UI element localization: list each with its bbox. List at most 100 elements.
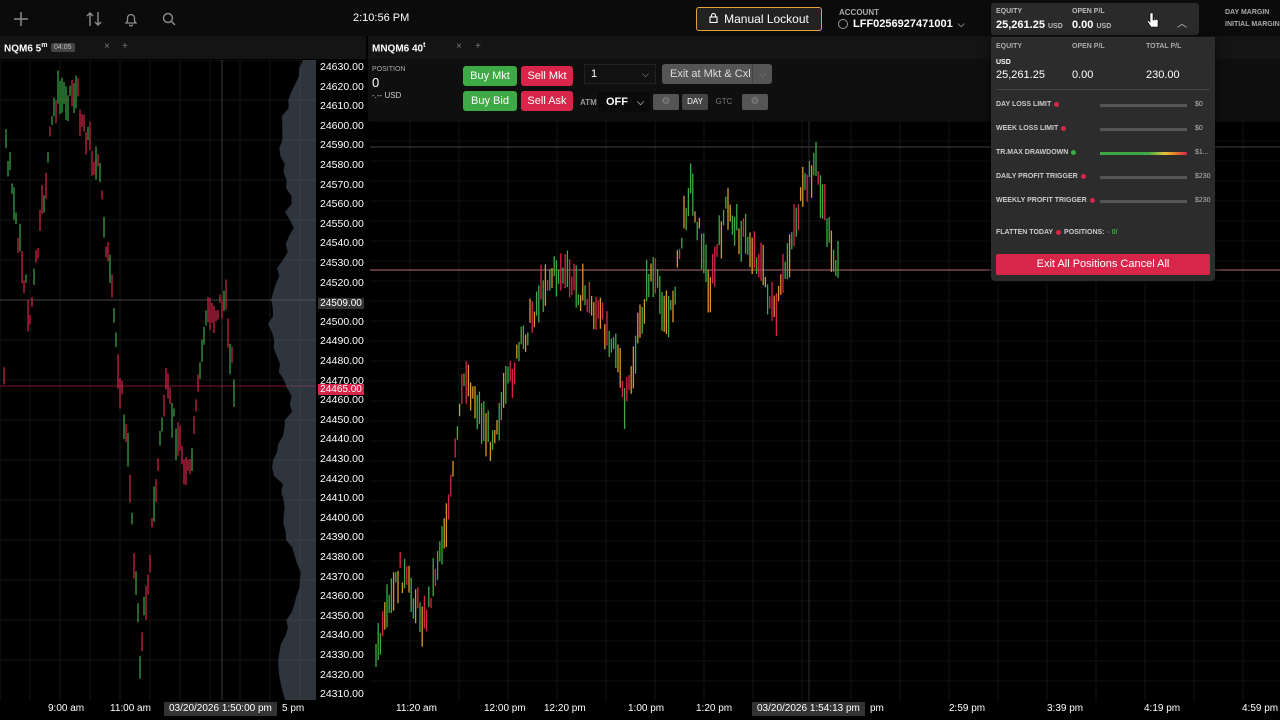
left-chart-title[interactable]: NQM6 5m xyxy=(4,42,48,55)
time-tick-label: pm xyxy=(870,703,884,714)
bell-icon[interactable] xyxy=(120,8,142,30)
status-dot xyxy=(1061,126,1067,131)
price-tick-label: 24550.00 xyxy=(320,217,364,230)
left-price-chart[interactable] xyxy=(0,60,366,700)
crosshair-time-label: 03/20/2026 1:50:00 pm xyxy=(164,702,277,716)
clock: 2:10:56 PM xyxy=(353,12,410,24)
chevron-up-icon: ︿ xyxy=(1177,19,1187,30)
sell-market-button[interactable]: Sell Mkt xyxy=(521,66,573,86)
initial-margin-label: INITIAL MARGIN xyxy=(1225,21,1280,28)
price-tick-label: 24440.00 xyxy=(320,433,364,446)
buy-market-button[interactable]: Buy Mkt xyxy=(463,66,517,86)
plus-icon[interactable] xyxy=(10,8,32,30)
exit-all-positions-button[interactable]: Exit All Positions Cancel All xyxy=(996,254,1210,275)
price-tick-label: 24450.00 xyxy=(320,413,364,426)
margin-labels: DAY MARGIN INITIAL MARGIN xyxy=(1225,7,1280,31)
dd-total-label: TOTAL P/L xyxy=(1146,43,1182,50)
price-tick-label: 24380.00 xyxy=(320,551,364,563)
price-tick-label: 24330.00 xyxy=(320,649,364,661)
price-tick-label: 24590.00 xyxy=(320,139,364,152)
risk-row-amount: $1... xyxy=(1195,149,1209,156)
add-tab-icon[interactable]: + xyxy=(475,41,481,52)
chevron-down-icon: ⌵ xyxy=(957,18,965,29)
dd-openpl-label: OPEN P/L xyxy=(1072,43,1105,50)
account-selector[interactable]: LFF0256927471001 ⌵ xyxy=(838,18,965,30)
lock-icon xyxy=(709,12,718,26)
time-tick-label: 1:00 pm xyxy=(628,703,665,714)
risk-row-bar xyxy=(1100,152,1187,155)
position-usd: -.-- USD xyxy=(372,91,402,100)
price-tick-label: 24370.00 xyxy=(320,570,364,583)
price-tick-label: 24460.00 xyxy=(320,394,364,407)
close-tab-icon[interactable]: × xyxy=(104,41,110,52)
cursor-icon xyxy=(1146,12,1159,28)
price-tick-label: 24310.00 xyxy=(320,688,364,701)
positions-value: - 0/ xyxy=(1107,229,1118,236)
risk-row-label: WEEKLY PROFIT TRIGGER xyxy=(996,197,1095,204)
status-dot xyxy=(1056,230,1062,235)
top-bar: 2:10:56 PM Manual Lockout ACCOUNT LFF025… xyxy=(0,0,1280,36)
price-tick-label: 24630.00 xyxy=(320,61,364,73)
risk-row-bar xyxy=(1100,200,1187,203)
account-status-icon xyxy=(838,19,848,29)
account-id: LFF0256927471001 xyxy=(853,18,953,30)
time-tick-label: 4:19 pm xyxy=(1144,703,1181,714)
risk-row-amount: $230 xyxy=(1195,173,1211,180)
add-tab-icon[interactable]: + xyxy=(122,41,128,52)
day-margin-label: DAY MARGIN xyxy=(1225,9,1270,16)
open-pl-label: OPEN P/L xyxy=(1072,8,1105,15)
account-dropdown-panel: EQUITY OPEN P/L TOTAL P/L USD 25,261.25 … xyxy=(991,37,1215,281)
flatten-today-label: FLATTEN TODAY xyxy=(996,229,1054,236)
price-tick-label: 24580.00 xyxy=(320,159,364,171)
price-tick-label: 24420.00 xyxy=(320,472,364,485)
last-price-label: 24465.00 xyxy=(318,384,364,396)
gear-icon[interactable]: ⚙ xyxy=(742,94,768,110)
price-tick-label: 24320.00 xyxy=(320,668,364,681)
atm-select[interactable]: OFF ⌵ xyxy=(598,92,650,112)
buy-bid-button[interactable]: Buy Bid xyxy=(463,91,517,111)
position-label: POSITION xyxy=(372,66,406,73)
risk-row-bar xyxy=(1100,104,1187,107)
risk-row-label: TR.MAX DRAWDOWN xyxy=(996,149,1077,156)
right-chart-title[interactable]: MNQM6 40t xyxy=(372,42,426,55)
dd-equity-value: 25,261.25 xyxy=(996,69,1045,81)
atm-label: ATM xyxy=(580,98,597,107)
price-tick-label: 24620.00 xyxy=(320,80,364,93)
time-tick-label: 12:20 pm xyxy=(544,703,586,714)
open-pl-value: 0.00 USD xyxy=(1072,19,1112,31)
price-tick-label: 24610.00 xyxy=(320,100,364,113)
risk-row-amount: $0 xyxy=(1195,101,1203,108)
price-tick-label: 24360.00 xyxy=(320,590,364,603)
price-tick-label: 24570.00 xyxy=(320,178,364,191)
time-tick-label: 3:39 pm xyxy=(1047,703,1084,714)
manual-lockout-button[interactable]: Manual Lockout xyxy=(696,7,822,31)
tif-day-button[interactable]: DAY xyxy=(682,94,708,110)
dd-openpl-value: 0.00 xyxy=(1072,69,1094,81)
exit-at-market-cancel-button[interactable]: Exit at Mkt & Cxl ⌵ xyxy=(662,64,772,84)
equity-summary-button[interactable]: EQUITY OPEN P/L 25,261.25 USD 0.00 USD ︿ xyxy=(991,3,1199,35)
price-tick-label: 24470.00 xyxy=(320,374,364,387)
price-tick-label: 24390.00 xyxy=(320,531,364,544)
price-tick-label: 24400.00 xyxy=(320,511,364,524)
risk-row-amount: $230 xyxy=(1195,197,1211,204)
sell-ask-button[interactable]: Sell Ask xyxy=(521,91,573,111)
positions-label: POSITIONS: xyxy=(1064,229,1105,236)
time-tick-label: 2:59 pm xyxy=(949,703,986,714)
chevron-down-icon[interactable]: ⌵ xyxy=(752,64,772,84)
time-tick-label: 5 pm xyxy=(282,703,305,714)
dd-equity-label: EQUITY xyxy=(996,43,1023,50)
transfer-icon[interactable] xyxy=(83,8,105,30)
gear-icon[interactable]: ⚙ xyxy=(653,94,679,110)
account-label: ACCOUNT xyxy=(839,8,879,17)
crosshair-time-label: 03/20/2026 1:54:13 pm xyxy=(752,702,865,716)
tif-gtc-button[interactable]: GTC xyxy=(715,97,733,106)
flatten-today-row: FLATTEN TODAY POSITIONS: - 0/ xyxy=(996,229,1118,236)
price-tick-label: 24540.00 xyxy=(320,237,364,250)
search-icon[interactable] xyxy=(158,8,180,30)
bar-timer-badge: 04:05 xyxy=(51,43,75,52)
quantity-select[interactable]: 1 ⌵ xyxy=(584,64,656,84)
dd-currency: USD xyxy=(996,59,1011,66)
divider xyxy=(996,89,1210,90)
risk-row-label: DAY LOSS LIMIT xyxy=(996,101,1060,108)
close-tab-icon[interactable]: × xyxy=(456,41,462,52)
